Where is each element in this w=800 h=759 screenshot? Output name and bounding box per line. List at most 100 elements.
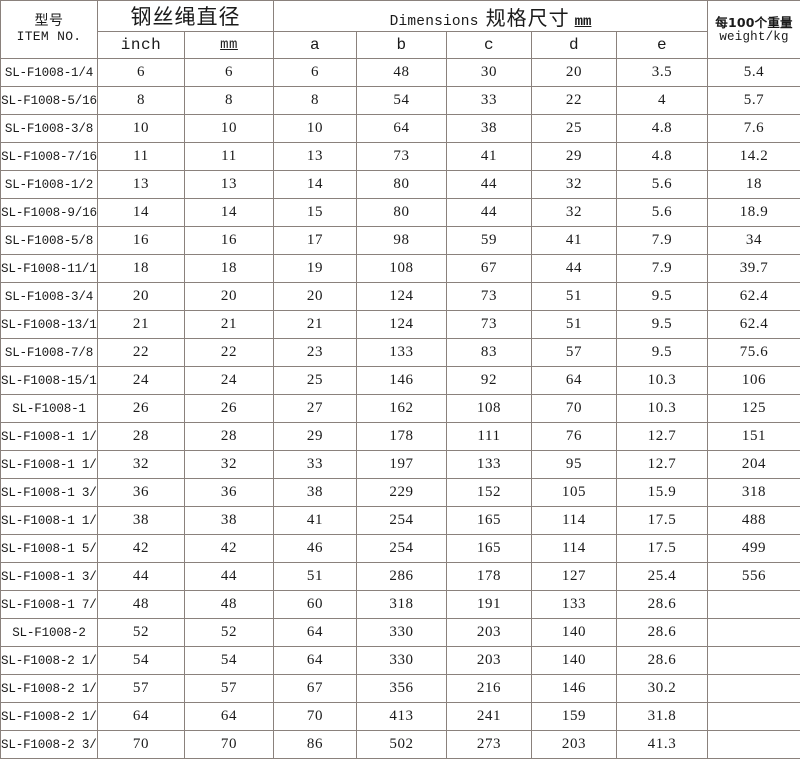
- cell-e: 7.9: [617, 255, 708, 283]
- cell-b: 178: [357, 423, 447, 451]
- cell-e: 41.3: [617, 731, 708, 759]
- cell-weight: [708, 619, 800, 647]
- cell-mm: 64: [185, 703, 274, 731]
- header-weight: 每100个重量 weight/kg: [708, 1, 800, 59]
- cell-weight: 5.7: [708, 87, 800, 115]
- cell-mm: 18: [185, 255, 274, 283]
- cell-b: 124: [357, 283, 447, 311]
- cell-e: 10.3: [617, 367, 708, 395]
- cell-a: 46: [274, 535, 357, 563]
- cell-c: 30: [447, 59, 532, 87]
- cell-e: 4.8: [617, 115, 708, 143]
- header-dimensions-en: Dimensions: [390, 14, 479, 30]
- cell-a: 23: [274, 339, 357, 367]
- cell-a: 41: [274, 507, 357, 535]
- header-dimensions-unit: mm: [575, 14, 592, 30]
- cell-c: 83: [447, 339, 532, 367]
- cell-b: 162: [357, 395, 447, 423]
- cell-weight: 106: [708, 367, 800, 395]
- cell-inch: 44: [98, 563, 185, 591]
- cell-inch: 38: [98, 507, 185, 535]
- cell-mm: 52: [185, 619, 274, 647]
- cell-item-no: SL-F1008-1 5/8: [1, 535, 98, 563]
- cell-b: 197: [357, 451, 447, 479]
- cell-b: 286: [357, 563, 447, 591]
- cell-item-no: SL-F1008-2 3/4: [1, 731, 98, 759]
- cell-e: 31.8: [617, 703, 708, 731]
- cell-d: 44: [532, 255, 617, 283]
- cell-a: 6: [274, 59, 357, 87]
- cell-item-no: SL-F1008-15/16: [1, 367, 98, 395]
- cell-weight: 18: [708, 171, 800, 199]
- cell-c: 273: [447, 731, 532, 759]
- cell-inch: 22: [98, 339, 185, 367]
- cell-weight: 499: [708, 535, 800, 563]
- cell-d: 64: [532, 367, 617, 395]
- cell-inch: 14: [98, 199, 185, 227]
- cell-a: 29: [274, 423, 357, 451]
- cell-a: 8: [274, 87, 357, 115]
- cell-a: 33: [274, 451, 357, 479]
- cell-mm: 22: [185, 339, 274, 367]
- cell-a: 17: [274, 227, 357, 255]
- cell-item-no: SL-F1008-1 3/4: [1, 563, 98, 591]
- cell-b: 254: [357, 507, 447, 535]
- cell-inch: 13: [98, 171, 185, 199]
- cell-b: 108: [357, 255, 447, 283]
- cell-d: 146: [532, 675, 617, 703]
- cell-inch: 52: [98, 619, 185, 647]
- cell-weight: 62.4: [708, 283, 800, 311]
- cell-a: 64: [274, 619, 357, 647]
- scan-artifact-mark: ·: [625, 283, 629, 290]
- cell-inch: 21: [98, 311, 185, 339]
- cell-mm: 20: [185, 283, 274, 311]
- cell-c: 152: [447, 479, 532, 507]
- cell-d: 95: [532, 451, 617, 479]
- header-item-no-cn: 型号: [1, 14, 97, 30]
- cell-e: 15.9: [617, 479, 708, 507]
- cell-inch: 54: [98, 647, 185, 675]
- cell-d: 114: [532, 535, 617, 563]
- cell-item-no: SL-F1008-9/16: [1, 199, 98, 227]
- cell-d: 32: [532, 171, 617, 199]
- cell-mm: 11: [185, 143, 274, 171]
- cell-d: 140: [532, 647, 617, 675]
- cell-c: 44: [447, 171, 532, 199]
- cell-c: 165: [447, 535, 532, 563]
- cell-weight: [708, 591, 800, 619]
- header-item-no: 型号 ITEM NO.: [1, 1, 98, 59]
- cell-b: 254: [357, 535, 447, 563]
- cell-a: 10: [274, 115, 357, 143]
- cell-item-no: SL-F1008-1 3/8: [1, 479, 98, 507]
- cell-a: 20: [274, 283, 357, 311]
- cell-b: 330: [357, 619, 447, 647]
- cell-c: 178: [447, 563, 532, 591]
- cell-inch: 26: [98, 395, 185, 423]
- cell-weight: 151: [708, 423, 800, 451]
- cell-mm: 70: [185, 731, 274, 759]
- cell-inch: 36: [98, 479, 185, 507]
- cell-item-no: SL-F1008-7/8: [1, 339, 98, 367]
- cell-inch: 8: [98, 87, 185, 115]
- cell-d: 22: [532, 87, 617, 115]
- cell-weight: 125: [708, 395, 800, 423]
- cell-d: 76: [532, 423, 617, 451]
- cell-c: 241: [447, 703, 532, 731]
- cell-b: 124: [357, 311, 447, 339]
- cell-e: 3.5: [617, 59, 708, 87]
- cell-b: 413: [357, 703, 447, 731]
- header-item-no-en: ITEM NO.: [1, 30, 97, 45]
- cell-d: 159: [532, 703, 617, 731]
- cell-a: 25: [274, 367, 357, 395]
- cell-e: 4: [617, 87, 708, 115]
- cell-mm: 24: [185, 367, 274, 395]
- cell-weight: 75.6: [708, 339, 800, 367]
